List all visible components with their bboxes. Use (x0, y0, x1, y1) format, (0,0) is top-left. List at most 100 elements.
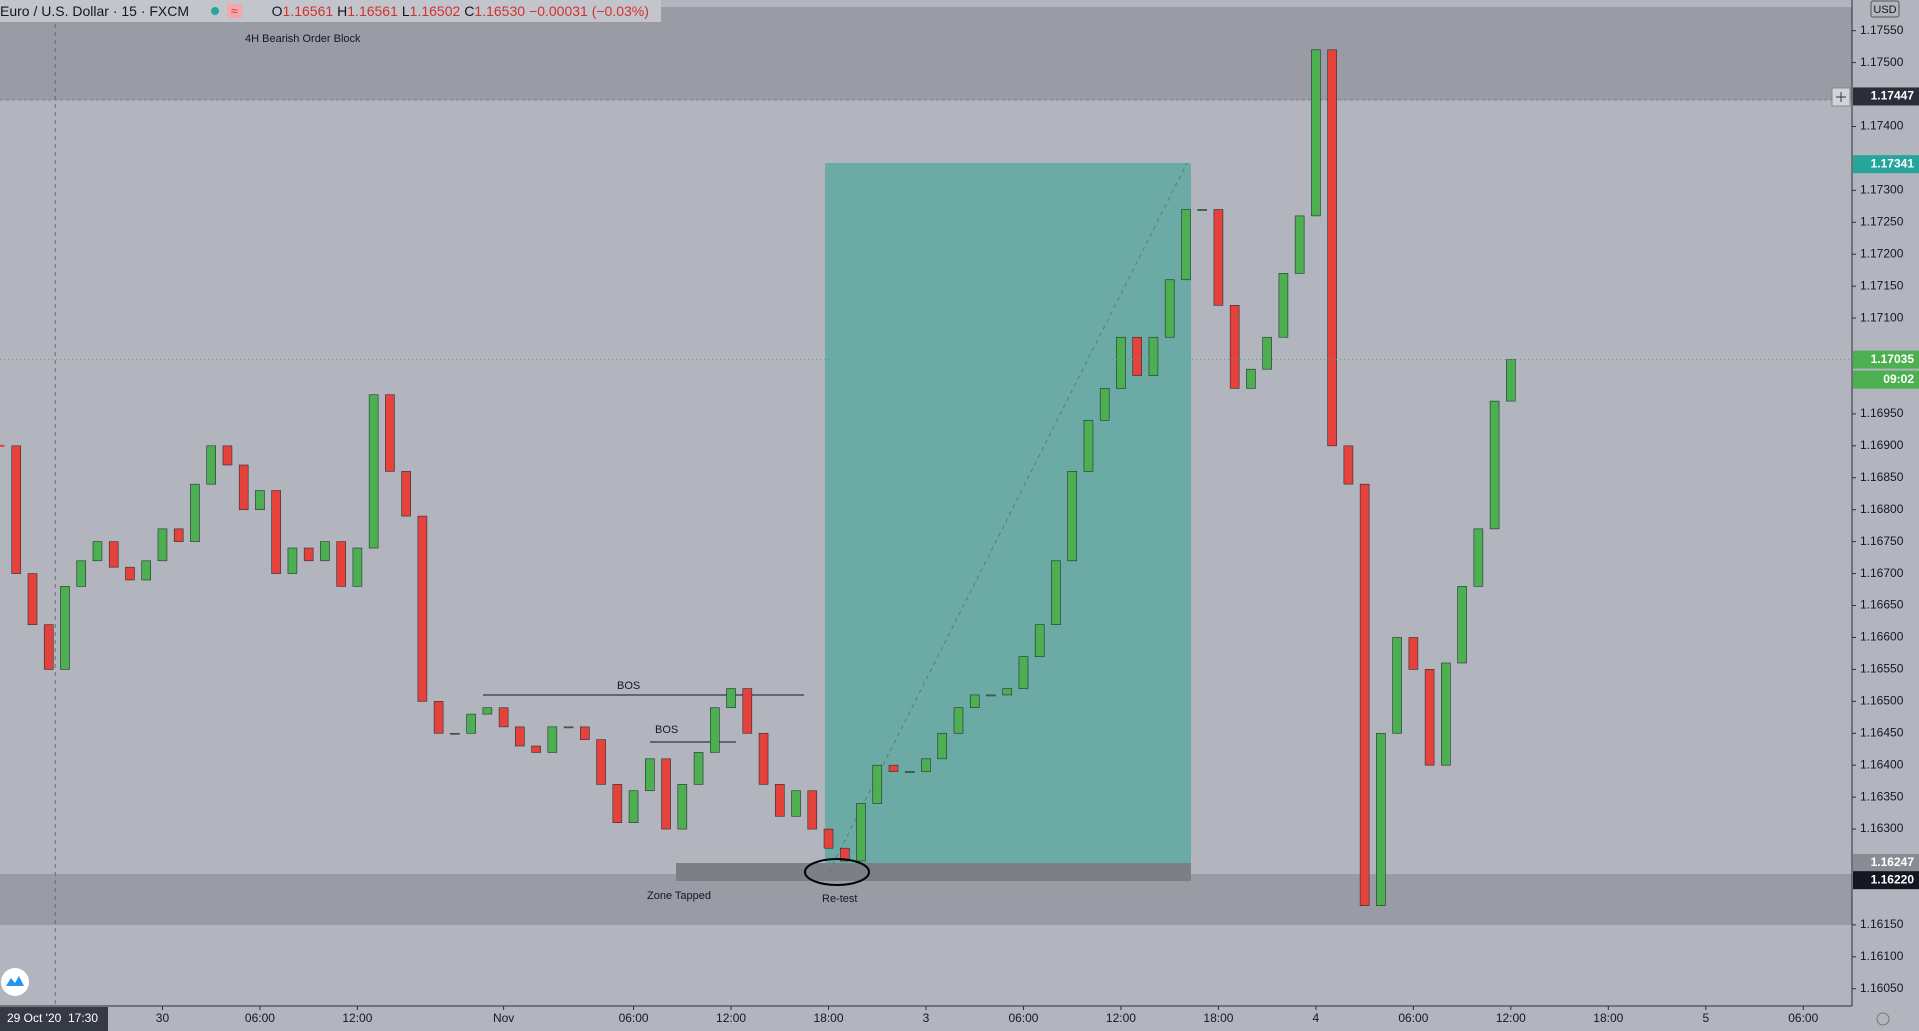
time-axis (0, 1006, 1919, 1031)
candle (498, 707, 509, 728)
candle (92, 541, 103, 562)
candle (1408, 637, 1419, 670)
annotation: BOS (617, 680, 640, 692)
candle (1116, 336, 1126, 389)
x-tick-label: 06:00 (1008, 1011, 1038, 1025)
y-tick-label: 1.16100 (1860, 949, 1904, 963)
candle (1278, 273, 1289, 338)
x-tick-label: 12:00 (342, 1011, 372, 1025)
candle (27, 573, 38, 625)
price-label-bg (1853, 853, 1919, 872)
status-dot (211, 7, 220, 15)
candle (271, 490, 281, 574)
candle (190, 483, 200, 542)
y-tick-label: 1.17150 (1860, 278, 1904, 292)
candles (0, 49, 1516, 907)
y-tick-label: 1.16650 (1860, 598, 1904, 612)
x-tick-label: 06:00 (245, 1011, 275, 1025)
x-tick-label: 06:00 (1398, 1011, 1428, 1025)
y-tick-label: 1.16050 (1860, 981, 1904, 995)
y-tick-label: 1.16500 (1860, 693, 1904, 707)
candle (710, 707, 720, 753)
y-tick-label: 1.16300 (1860, 821, 1904, 835)
candle (222, 445, 233, 466)
candle (1132, 336, 1142, 376)
crosshair-icon[interactable] (1831, 87, 1851, 107)
countdown-bg (1853, 370, 1919, 389)
logo[interactable] (1, 968, 29, 996)
candle (1099, 388, 1110, 421)
candle (986, 694, 996, 697)
y-tick-label: 1.16800 (1860, 502, 1904, 516)
candle (450, 732, 460, 735)
x-tick-label: 18:00 (1203, 1011, 1233, 1025)
price-label: 1.17035 (1871, 352, 1915, 366)
position-target (825, 163, 1191, 864)
candle (482, 707, 493, 715)
candle (320, 541, 330, 562)
candle (823, 828, 834, 849)
candle (1229, 305, 1240, 389)
candle (1246, 368, 1256, 389)
y-tick-label: 1.17250 (1860, 214, 1904, 228)
currency[interactable]: USD (1873, 4, 1896, 16)
cursor-label: 29 Oct '20 17:30 (7, 1011, 98, 1025)
x-tick-label: 06:00 (1788, 1011, 1818, 1025)
candle (839, 847, 850, 862)
candle (206, 445, 216, 485)
y-tick-label: 1.17200 (1860, 246, 1904, 260)
candle (547, 726, 558, 753)
settings-icon[interactable] (1876, 1012, 1890, 1026)
x-tick-label: 06:00 (619, 1011, 649, 1025)
candle (515, 726, 525, 747)
candle (1213, 209, 1224, 306)
candle (563, 726, 574, 729)
candle (1376, 732, 1386, 907)
candle (1359, 483, 1370, 907)
candle (76, 560, 87, 587)
y-tick-label: 1.17550 (1860, 23, 1904, 37)
candle (1018, 656, 1029, 689)
demand-zone (0, 874, 1852, 925)
candle (255, 490, 265, 511)
x-tick-label: Nov (493, 1011, 514, 1025)
y-tick-label: 1.16750 (1860, 534, 1904, 548)
y-tick-label: 1.16400 (1860, 757, 1904, 771)
ohlc: O1.16561 H1.16561 L1.16502 C1.16530 (272, 3, 529, 19)
ohlc-value: 1.16561 (347, 3, 398, 19)
candle (1327, 49, 1337, 447)
header: Euro / U.S. Dollar · 15 · FXCM ≈ O1.1656… (0, 0, 661, 22)
order-block-zone (0, 7, 1852, 100)
candle (157, 528, 168, 562)
candle (336, 541, 346, 587)
candle (1067, 471, 1078, 562)
candle (108, 541, 119, 568)
candle (580, 726, 590, 740)
ohlc-key: C (464, 3, 475, 19)
candle (1489, 400, 1500, 530)
change: −0.00031 (−0.03%) (529, 3, 649, 19)
candle (368, 394, 379, 549)
price-label: 1.17341 (1871, 156, 1915, 170)
candle (1051, 560, 1061, 625)
currency-box[interactable] (1870, 0, 1900, 18)
candle (401, 471, 411, 517)
candle (791, 790, 801, 817)
countdown: 09:02 (1883, 372, 1914, 386)
candle (60, 586, 70, 670)
candle (352, 547, 363, 587)
indicator-icon[interactable]: ≈ (227, 4, 242, 18)
candle (856, 803, 866, 862)
x-tick-label: 12:00 (716, 1011, 746, 1025)
candle (1181, 209, 1191, 281)
candle (43, 624, 54, 670)
candle (904, 771, 915, 773)
candle (11, 445, 22, 574)
candle (921, 758, 931, 772)
annotation: 4H Bearish Order Block (245, 33, 361, 45)
candle (417, 515, 428, 702)
price-label: 1.17447 (1871, 89, 1915, 103)
x-tick-label: 12:00 (1496, 1011, 1526, 1025)
candle (1392, 637, 1402, 734)
